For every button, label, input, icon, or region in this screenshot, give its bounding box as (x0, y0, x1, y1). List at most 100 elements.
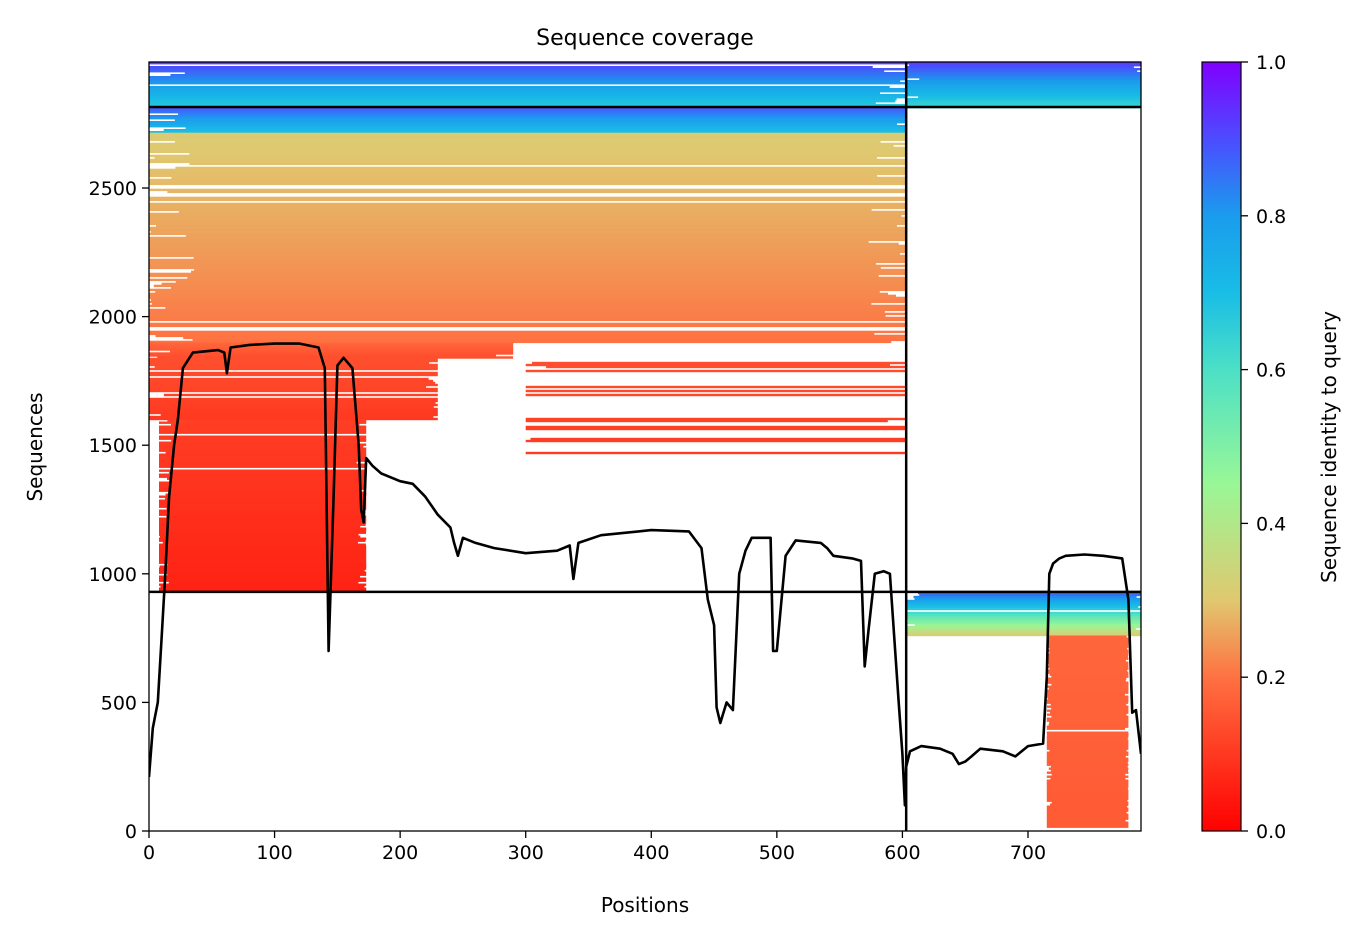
coverage-row (183, 336, 907, 340)
coverage-row (1046, 649, 1129, 652)
coverage-row (159, 535, 361, 538)
coverage-row (1051, 683, 1129, 686)
coverage-row (906, 62, 1141, 65)
coverage-row (1046, 805, 1128, 808)
coverage-row (168, 581, 359, 584)
coverage-block (149, 342, 514, 359)
coverage-row (149, 136, 907, 140)
coverage-row (906, 76, 1141, 79)
coverage-row (159, 531, 366, 534)
coverage-row (149, 258, 907, 262)
coverage-heatmap (149, 62, 1141, 828)
coverage-row (194, 268, 907, 272)
coverage-row (1046, 797, 1129, 800)
coverage-row (159, 463, 367, 466)
coverage-row (1046, 665, 1129, 668)
coverage-row (149, 361, 430, 365)
coverage-row (546, 365, 907, 369)
coverage-row (149, 324, 907, 328)
coverage-row (149, 417, 438, 421)
coverage-row (1049, 651, 1129, 654)
coverage-row (155, 334, 907, 338)
coverage-row (149, 208, 872, 212)
coverage-row (149, 150, 907, 154)
coverage-row (189, 152, 907, 156)
coverage-row (159, 447, 367, 450)
coverage-row (159, 465, 367, 468)
colorbar-tick-label: 0.0 (1256, 821, 1286, 843)
coverage-row (1046, 735, 1129, 738)
coverage-row (1046, 637, 1129, 640)
coverage-row (159, 459, 367, 462)
coverage-row (175, 280, 907, 284)
coverage-row (1046, 677, 1127, 680)
coverage-row (149, 264, 907, 268)
coverage-row (1046, 657, 1129, 660)
coverage-row (159, 533, 359, 536)
coverage-row (906, 104, 1141, 107)
coverage-row (149, 123, 897, 126)
coverage-row (149, 401, 436, 405)
coverage-row (149, 218, 907, 222)
coverage-row (1046, 747, 1129, 750)
coverage-row (159, 461, 357, 464)
coverage-row (149, 168, 907, 172)
coverage-row (525, 393, 907, 397)
y-axis-ticks: 0 500 1000 1500 2000 2500 (89, 178, 149, 843)
coverage-row (149, 272, 907, 276)
coverage-row (149, 226, 907, 230)
coverage-row (159, 425, 367, 428)
coverage-row (163, 393, 438, 397)
coverage-row (1046, 819, 1126, 822)
coverage-row (149, 274, 879, 278)
coverage-row (174, 119, 907, 122)
coverage-row (1047, 655, 1129, 658)
coverage-row (159, 511, 364, 514)
coverage-row (1046, 799, 1128, 802)
coverage-row (159, 509, 361, 512)
coverage-row (909, 64, 1141, 67)
coverage-row (1050, 803, 1129, 806)
coverage-row (149, 415, 434, 419)
colorbar-tick-label: 0.2 (1256, 667, 1286, 689)
coverage-row (906, 617, 1141, 621)
coverage-row (525, 389, 907, 393)
colorbar-tick-label: 1.0 (1256, 52, 1286, 74)
coverage-row (525, 427, 907, 431)
coverage-row (149, 202, 907, 206)
coverage-row (149, 172, 907, 176)
coverage-row (163, 129, 907, 132)
coverage-row (159, 431, 367, 434)
coverage-row (159, 505, 367, 508)
coverage-row (1046, 811, 1127, 814)
coverage-row (159, 427, 367, 430)
coverage-row (165, 451, 367, 454)
coverage-row (1046, 763, 1129, 766)
coverage-row (1048, 687, 1129, 690)
coverage-row (1046, 645, 1129, 648)
coverage-row (149, 180, 907, 184)
coverage-row (159, 495, 367, 498)
coverage-row (906, 80, 1141, 83)
coverage-row (149, 220, 907, 224)
coverage-row (1046, 681, 1129, 684)
coverage-row (149, 222, 907, 226)
coverage-row (906, 100, 1141, 103)
coverage-row (149, 403, 438, 407)
coverage-row (149, 131, 907, 134)
coverage-row (149, 232, 907, 236)
coverage-row (906, 605, 1139, 609)
coverage-row (166, 515, 367, 518)
coverage-row (159, 475, 367, 478)
coverage-row (149, 310, 885, 314)
coverage-row (149, 104, 907, 107)
coverage-row (906, 92, 1141, 95)
coverage-block (149, 132, 907, 344)
coverage-row (171, 176, 907, 180)
x-tick-label: 300 (508, 842, 544, 864)
coverage-row (1046, 741, 1129, 744)
coverage-row (159, 543, 366, 546)
coverage-row (149, 228, 907, 232)
coverage-row (159, 437, 367, 440)
coverage-row (1046, 719, 1129, 722)
